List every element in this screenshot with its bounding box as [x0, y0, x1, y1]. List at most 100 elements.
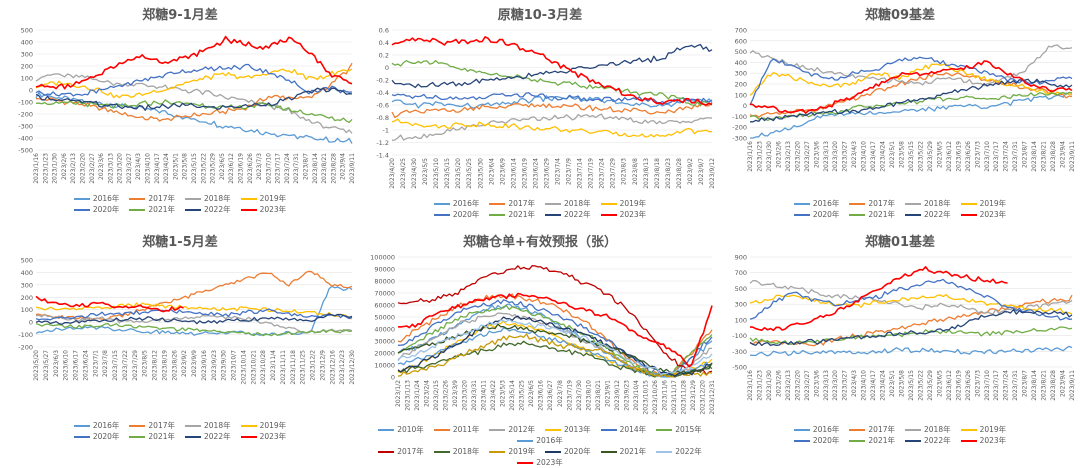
legend-swatch [129, 436, 146, 438]
legend-item: 2021年 [129, 431, 175, 442]
x-tick-label: 2023/8/21 [1041, 370, 1048, 401]
chart-legend: 2016年 2017年 2018年 2019年 2020年 2021年 2022年 2023年 [720, 198, 1080, 220]
legend-label: 2021年 [508, 210, 535, 219]
chart-panel-warehouse-receipts: 郑糖仓单+有效预报（张） 0 10000 20000 30000 40000 50000 6… [360, 227, 720, 467]
legend-item: 2015年 [656, 424, 702, 435]
y-tick-label: -0.2 [376, 77, 389, 85]
x-tick-label: 2023/6/16 [538, 380, 545, 411]
x-tick-label: 2023/10/15 [642, 380, 649, 415]
series-line-2023年 [35, 295, 184, 313]
legend-label: 2020年 [92, 205, 120, 214]
legend-item: 2022年 [185, 431, 231, 442]
y-tick-label: 300 [735, 301, 747, 309]
legend-label: 2018年 [564, 199, 591, 208]
x-tick-label: 2023/8/28 [1050, 370, 1057, 401]
x-tick-label: 2023/4/30 [411, 158, 418, 189]
legend-label: 2021年 [619, 447, 647, 456]
x-tick-label: 2023/5/27 [43, 350, 50, 381]
legend-item: 2023年 [517, 457, 563, 468]
legend-label: 2022年 [564, 210, 591, 219]
x-tick-label: 2023/1/16 [33, 153, 40, 184]
chart-legend: 2010年 2011年 2012年 2013年 2014年 2015年2016年 2017年… [360, 424, 720, 468]
series-line-2016年 [35, 285, 353, 336]
legend-swatch [73, 425, 90, 427]
legend-row: 2016年 2017年 2018年 2019年 [0, 420, 360, 431]
x-tick-label: 2023/1/23 [756, 141, 763, 172]
legend-label: 2011年 [452, 425, 480, 434]
x-tick-label: 2023/5/8 [182, 153, 189, 180]
x-tick-label: 2023/9/7 [698, 158, 705, 185]
legend-swatch [960, 429, 977, 431]
x-tick-label: 2023/5/22 [917, 141, 924, 172]
y-tick-label: -100 [732, 113, 747, 121]
y-tick-label: 200 [735, 81, 747, 89]
x-tick-label: 2023/2/20 [794, 141, 801, 172]
legend-swatch [433, 203, 450, 205]
legend-label: 2022年 [204, 432, 231, 441]
series-line-2019年 [749, 63, 1073, 96]
legend-swatch [73, 209, 90, 211]
legend-label: 2019年 [979, 199, 1007, 208]
legend-label: 2023年 [536, 458, 563, 467]
x-tick-label: 2023/6/12 [946, 141, 953, 172]
y-tick-label: 500 [735, 48, 747, 56]
x-tick-label: 2023/5/22 [200, 153, 207, 184]
legend-row: 2020年 2021年 2022年 2023年 [720, 209, 1080, 220]
y-tick-label: 900 [735, 254, 747, 262]
legend-item: 2016年 [793, 198, 839, 209]
x-tick-label: 2023/8/8 [632, 158, 639, 185]
x-tick-label: 2023/1/23 [42, 153, 49, 184]
legend-item: 2023年 [600, 209, 647, 220]
legend-swatch [545, 429, 561, 431]
legend-swatch [489, 214, 506, 216]
x-tick-label: 2023/7/31 [293, 153, 300, 184]
y-tick-label: 100 [735, 316, 747, 324]
legend-label: 2020年 [92, 432, 120, 441]
legend-item: 2020年 [545, 446, 591, 457]
legend-item: 2021年 [129, 204, 175, 215]
legend-label: 2020年 [812, 436, 840, 445]
legend-row: 2020年 2021年 2022年 2023年 [0, 204, 360, 215]
legend-swatch [793, 214, 810, 216]
chart-svg: -300 -200 -100 0 100 200 300 400 500 600 700 2023/1… [732, 27, 1076, 172]
legend-label: 2016年 [92, 194, 120, 203]
x-tick-label: 2023/8/3 [621, 158, 628, 185]
x-tick-label: 2023/9/4 [1060, 141, 1067, 168]
x-tick-label: 2023/6/24 [82, 350, 89, 381]
legend-row: 2010年 2011年 2012年 2013年 2014年 2015年 2016年 [360, 424, 720, 446]
legend-label: 2017年 [508, 199, 535, 208]
y-tick-label: 0 [29, 319, 33, 327]
legend-swatch [240, 198, 257, 200]
x-tick-label: 2023/3/9 [452, 380, 459, 407]
x-tick-label: 2023/11/25 [300, 350, 307, 385]
y-tick-label: -200 [732, 124, 747, 132]
legend-label: 2023年 [979, 436, 1007, 445]
y-tick-label: -1.4 [376, 152, 389, 160]
x-tick-label: 2023/7/17 [993, 141, 1000, 172]
x-tick-label: 2023/8/23 [665, 158, 672, 189]
y-tick-label: 300 [735, 70, 747, 78]
x-tick-label: 2023/8/7 [1022, 370, 1029, 397]
x-tick-label: 2023/1/16 [747, 370, 754, 401]
y-tick-label: 100 [21, 75, 33, 83]
x-tick-label: 2023/3/6 [813, 370, 820, 397]
x-tick-label: 2023/5/25 [519, 380, 526, 411]
legend-label: 2023年 [619, 210, 647, 219]
y-tick-label: 0.4 [379, 39, 389, 47]
chart-svg: -200 -100 0 100 200 300 400 500 2023/5/20 2023/5/… [18, 257, 356, 385]
legend-label: 2019年 [259, 194, 287, 203]
chart-panel-raw-sugar-10-3-spread: 原糖10-3月差 -1.4 -1.2 -1 -0.8 -0.6 -0.4 -0.2 0 0.2 0… [360, 0, 720, 227]
x-tick-label: 2023/8/5 [142, 350, 149, 377]
x-tick-label: 2023/7/19 [566, 380, 573, 411]
y-tick-label: -200 [18, 344, 33, 352]
legend-item: 2011年 [433, 424, 480, 435]
legend-item: 2019年 [960, 198, 1007, 209]
legend-label: 2022年 [675, 447, 702, 456]
series-line-2016年 [750, 92, 1073, 139]
x-tick-label: 2023/6/5 [936, 141, 943, 168]
x-tick-label: 2023/1/30 [766, 370, 773, 401]
legend-swatch [517, 440, 534, 442]
chart-title: 郑糖01基差 [864, 235, 936, 250]
x-tick-label: 2023/3/20 [832, 370, 839, 401]
y-tick-label: 80000 [374, 278, 395, 286]
